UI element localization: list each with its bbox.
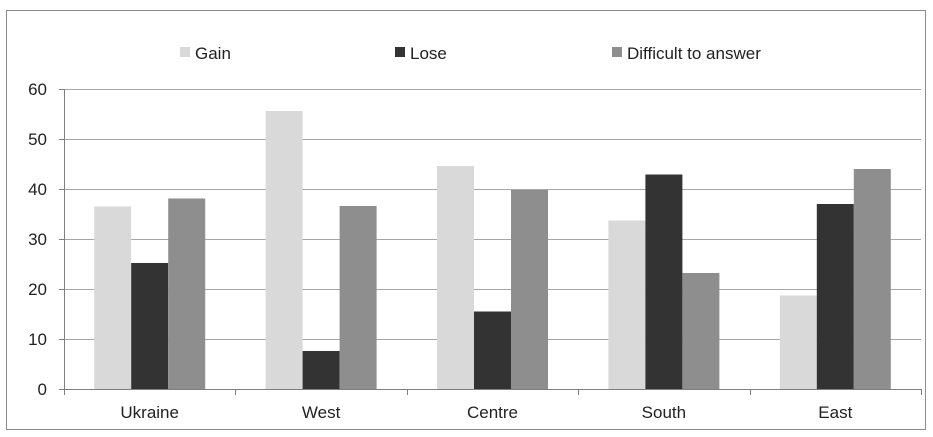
y-tick-labels: 0 10 20 30 40 50 60 (28, 80, 47, 399)
bar-difficult-to-answer (682, 273, 720, 389)
x-category-label: West (302, 403, 341, 422)
x-category-labels: Ukraine West Centre South East (120, 403, 852, 422)
bars (94, 111, 891, 389)
x-category-label: Ukraine (120, 403, 179, 422)
bar-lose (816, 204, 854, 389)
bar-difficult-to-answer (853, 169, 891, 389)
legend-label: Lose (410, 44, 447, 63)
legend-item: Lose (395, 44, 447, 63)
bar-gain (265, 111, 303, 389)
y-tick-label: 60 (28, 80, 47, 99)
bar-gain (608, 220, 646, 389)
bar-difficult-to-answer (511, 190, 548, 389)
y-tick-label: 20 (28, 280, 47, 299)
x-category-label: East (818, 403, 852, 422)
legend: Gain Lose Difficult to answer (180, 44, 761, 63)
legend-item: Gain (180, 44, 231, 63)
legend-swatch (180, 47, 190, 57)
legend-label: Gain (195, 44, 231, 63)
bar-difficult-to-answer (168, 198, 206, 389)
legend-swatch (395, 47, 405, 57)
axes (59, 89, 922, 395)
bar-gain (779, 295, 817, 389)
x-category-label: South (642, 403, 686, 422)
bar-lose (131, 263, 169, 389)
bar-lose (474, 311, 511, 389)
legend-swatch (612, 47, 622, 57)
y-tick-label: 30 (28, 230, 47, 249)
y-tick-label: 0 (38, 380, 47, 399)
x-category-label: Centre (467, 403, 518, 422)
bar-lose (302, 351, 340, 389)
gridlines (64, 89, 921, 340)
y-tick-label: 50 (28, 130, 47, 149)
legend-label: Difficult to answer (627, 44, 761, 63)
bar-difficult-to-answer (339, 206, 377, 389)
y-tick-label: 40 (28, 180, 47, 199)
bar-gain (94, 206, 132, 389)
y-tick-label: 10 (28, 330, 47, 349)
bar-lose (645, 174, 683, 389)
legend-item: Difficult to answer (612, 44, 761, 63)
bar-gain (437, 166, 474, 389)
